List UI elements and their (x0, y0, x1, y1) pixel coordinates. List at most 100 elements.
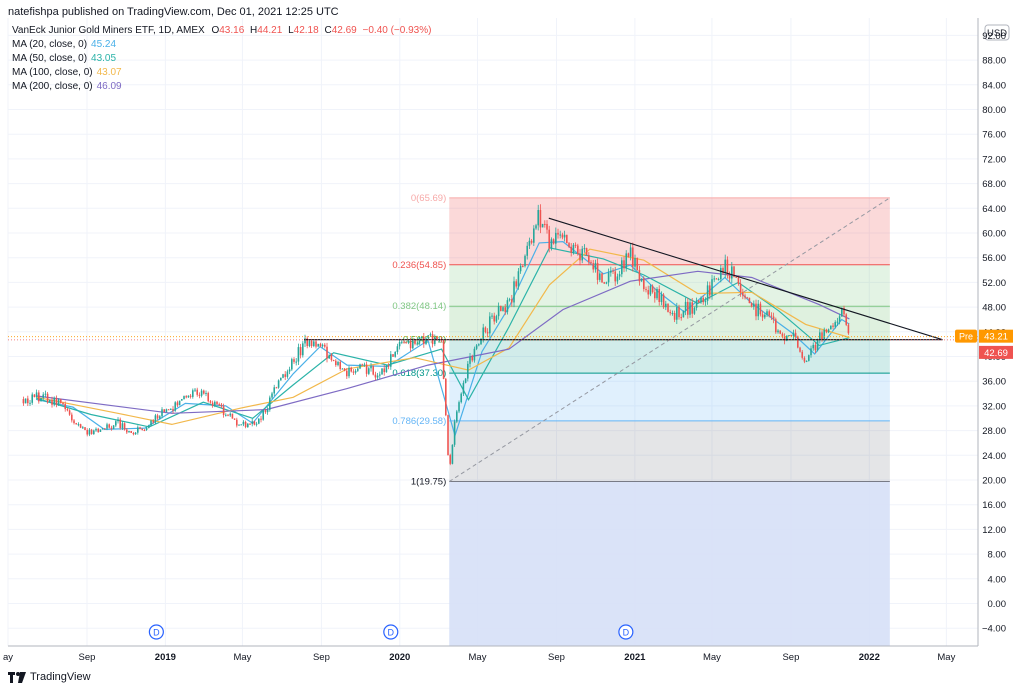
candle-body (788, 335, 790, 337)
candle-body (722, 267, 724, 274)
candle-body (753, 303, 755, 307)
candle-body (451, 444, 454, 464)
candle-body (471, 356, 474, 361)
candle-body (253, 421, 256, 425)
candle-body (97, 428, 100, 432)
fib-level-label-0.618: 0.618(37.30) (392, 368, 446, 379)
candle-body (75, 423, 78, 425)
price-tick-label: 12.00 (982, 525, 1006, 536)
candle-body (392, 354, 394, 357)
trend-line-descending-trend (548, 217, 943, 341)
price-tick-label: −4.00 (982, 624, 1006, 635)
candle-body (218, 404, 221, 406)
candle-body (423, 336, 425, 344)
candle-body (251, 421, 254, 424)
candle-body (229, 413, 232, 416)
candle-body (387, 365, 390, 367)
price-tick-label: 88.00 (982, 56, 1006, 67)
candle-body (112, 425, 115, 429)
pre-badge-value: 43.21 (984, 332, 1008, 343)
candle-body (713, 278, 716, 280)
candle-body (449, 455, 452, 464)
legend-ma100[interactable]: MA (100, close, 0) 43.07 (12, 67, 122, 78)
candle-body (548, 229, 551, 249)
candle-body (79, 424, 82, 428)
candle-body (172, 408, 174, 411)
candle-body (425, 338, 427, 344)
candle-body (379, 374, 381, 376)
candle-body (361, 364, 364, 366)
candle-body (757, 303, 760, 317)
candle-body (299, 347, 302, 356)
price-tick-label: 16.00 (982, 500, 1006, 511)
candle-body (735, 276, 738, 278)
candle-body (306, 338, 309, 347)
footer-brand[interactable]: TradingView (8, 671, 91, 683)
candle-body (416, 343, 419, 345)
candle-body (24, 398, 27, 404)
time-tick-label: 2019 (155, 652, 176, 663)
candle-body (277, 380, 280, 388)
candle-body (407, 341, 410, 343)
candle-body (772, 316, 775, 320)
candle-body (680, 317, 683, 319)
candle-body (590, 262, 592, 264)
candle-body (337, 361, 339, 366)
ohlc-high: 44.21 (257, 25, 283, 36)
candle-body (475, 345, 478, 349)
candle-body (506, 300, 509, 312)
candle-body (297, 347, 300, 362)
candle-body (550, 239, 553, 249)
legend-ma20[interactable]: MA (20, close, 0) 45.24 (12, 39, 116, 50)
candle-body (515, 281, 518, 287)
candle-body (434, 336, 436, 345)
candle-body (704, 300, 707, 303)
candle-body (390, 354, 392, 367)
candle-body (482, 327, 485, 339)
candle-body (150, 420, 152, 426)
legend-ma200[interactable]: MA (200, close, 0) 46.09 (12, 81, 122, 92)
candle-body (46, 393, 49, 403)
candle-body (761, 314, 764, 318)
candle-body (66, 409, 69, 411)
candle-body (810, 348, 812, 356)
candle-body (625, 253, 628, 269)
time-tick-label: 2022 (859, 652, 880, 663)
candle-body (141, 428, 144, 431)
candle-body (779, 330, 782, 334)
candle-body (467, 363, 469, 379)
candle-body (181, 399, 183, 401)
candle-body (121, 423, 124, 428)
candle-body (126, 429, 128, 433)
candle-body (594, 262, 597, 270)
candle-body (249, 423, 251, 425)
candle-body (328, 354, 331, 359)
candle-body (636, 258, 639, 271)
candle-body (733, 266, 735, 277)
candle-body (383, 368, 386, 373)
candle-body (51, 399, 53, 405)
currency-badge (984, 24, 1010, 41)
candle-body (535, 225, 537, 229)
legend-ma20-value: 45.24 (91, 39, 117, 50)
candle-body (544, 223, 546, 225)
legend-ma50[interactable]: MA (50, close, 0) 43.05 (12, 53, 116, 64)
candle-body (207, 392, 210, 402)
price-tick-label: 76.00 (982, 130, 1006, 141)
last-price-badge: 42.69 (984, 348, 1008, 359)
candle-body (194, 389, 196, 391)
fib-zone-0.5 (449, 339, 890, 374)
candle-body (742, 292, 744, 296)
candle-body (310, 340, 313, 347)
candle-body (68, 410, 71, 415)
candle-body (489, 316, 491, 334)
candle-body (478, 344, 480, 346)
candle-body (726, 259, 729, 276)
candle-body (99, 429, 102, 432)
candle-body (634, 258, 636, 267)
candle-body (374, 374, 377, 378)
candle-body (200, 390, 203, 396)
candle-body (71, 414, 73, 421)
candle-body (830, 325, 832, 330)
candle-body (282, 374, 284, 378)
